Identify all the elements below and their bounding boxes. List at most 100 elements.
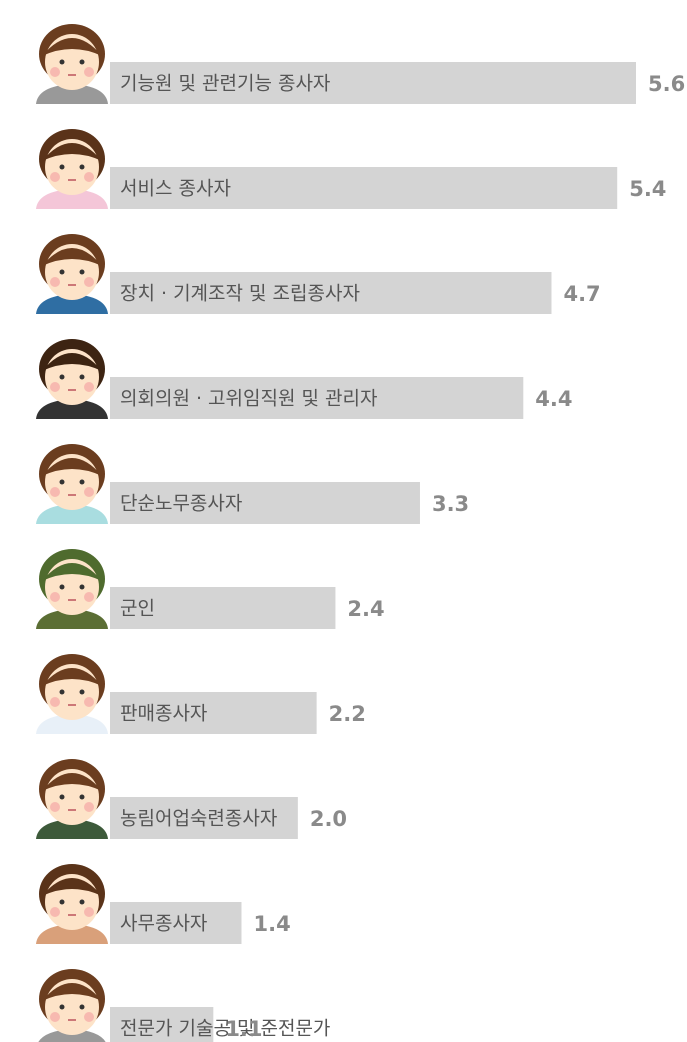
avatar-shirt [36,714,108,734]
avatar-shirt [36,294,108,314]
avatar-cheek [84,277,94,287]
avatar-eye [79,269,85,275]
avatar-cheek [84,907,94,917]
avatar-fringe [42,983,102,1001]
avatar [36,654,108,734]
avatar-eye [59,794,65,800]
avatar-shirt [38,1029,106,1042]
avatar [36,129,108,209]
avatar-cheek [84,1012,94,1022]
value-label: 2.4 [347,597,384,621]
avatar-shirt [36,504,108,524]
category-label: 장치 · 기계조작 및 조립종사자 [120,283,360,305]
category-label: 의회의원 · 고위임직원 및 관리자 [120,388,377,410]
bar [110,587,336,629]
avatar-eye [59,584,65,590]
bar [110,797,298,839]
avatar-cheek [84,697,94,707]
avatar-cheek [50,277,60,287]
avatar-fringe [42,668,102,686]
value-label: 4.4 [535,387,572,411]
avatar-eye [59,374,65,380]
avatar-shirt [36,189,108,209]
avatar-eye [59,1004,65,1010]
bar [110,902,242,944]
avatar-cheek [50,907,60,917]
value-label: 5.4 [629,177,666,201]
avatar-fringe [42,878,102,896]
value-label: 1.4 [254,912,291,936]
value-label: 1.1 [225,1017,262,1041]
avatar-shirt [36,84,108,104]
avatar-fringe [42,38,102,56]
avatar-eye [79,794,85,800]
bar [110,482,420,524]
value-label: 2.0 [310,807,347,831]
avatar-shirt [36,819,108,839]
avatar-cheek [50,487,60,497]
avatar-eye [79,1004,85,1010]
category-label: 단순노무종사자 [120,493,242,515]
avatar-cheek [84,172,94,182]
category-label: 기능원 및 관련기능 종사자 [120,73,330,95]
avatar-fringe [42,143,102,161]
bar [110,272,552,314]
avatar-cheek [84,487,94,497]
avatar-cheek [84,802,94,812]
bar [110,377,524,419]
category-label: 전문가 기술공 및 준전문가 [120,1018,330,1040]
avatar-eye [79,164,85,170]
avatar-cheek [50,67,60,77]
bar [110,1007,214,1042]
avatar-eye [79,59,85,65]
avatar [36,234,108,314]
avatar [36,864,108,944]
avatar-cheek [84,382,94,392]
bar [110,62,636,104]
avatar-eye [59,479,65,485]
avatar-fringe [42,353,102,371]
avatar-eye [59,59,65,65]
value-label: 2.2 [329,702,366,726]
avatar-fringe [42,563,102,581]
category-label: 농림어업숙련종사자 [120,808,277,830]
value-label: 5.6 [648,72,685,96]
avatar [36,549,108,629]
avatar [36,759,108,839]
avatar-cheek [50,1012,60,1022]
avatar-eye [79,479,85,485]
avatar-eye [79,899,85,905]
value-label: 4.7 [563,282,600,306]
avatar-shirt [36,609,108,629]
category-label: 서비스 종사자 [120,178,231,200]
avatar-eye [79,584,85,590]
avatar [38,969,106,1042]
category-label: 판매종사자 [120,703,207,725]
avatar-cheek [50,592,60,602]
bar [110,692,317,734]
avatar-eye [79,689,85,695]
avatar-eye [59,689,65,695]
bar [110,167,618,209]
avatar-cheek [84,67,94,77]
avatar-fringe [42,773,102,791]
avatar-fringe [42,248,102,266]
value-label: 3.3 [432,492,469,516]
avatar-eye [59,269,65,275]
avatar-shirt [36,924,108,944]
avatar-fringe [42,458,102,476]
avatar [36,24,108,104]
avatar-cheek [50,697,60,707]
avatar-cheek [84,592,94,602]
avatar [36,444,108,524]
avatar-cheek [50,382,60,392]
avatar-eye [59,899,65,905]
avatar-shirt [36,399,108,419]
avatar-cheek [50,802,60,812]
category-label: 사무종사자 [120,913,207,935]
avatar [36,339,108,419]
avatar-eye [59,164,65,170]
avatar-eye [79,374,85,380]
category-label: 군인 [120,598,155,620]
